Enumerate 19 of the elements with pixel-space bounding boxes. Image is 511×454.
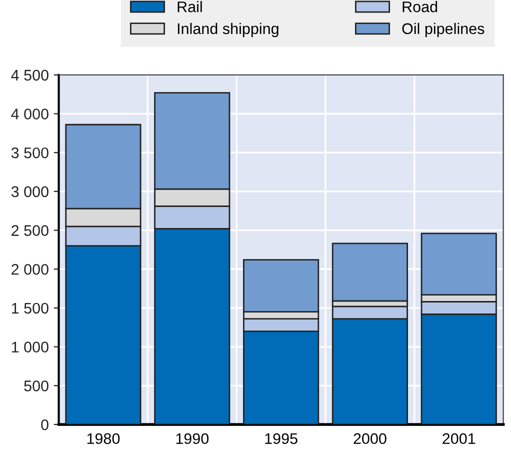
x-tick-label: 1995 bbox=[265, 433, 298, 444]
y-tick-label: 4 500 bbox=[11, 70, 48, 81]
y-tick-label: 1 000 bbox=[12, 342, 48, 352]
y-tick-label: 3 500 bbox=[11, 147, 48, 158]
y-tick-label: 4 000 bbox=[11, 108, 48, 120]
y-tick-label: 500 bbox=[24, 380, 48, 392]
x-tick-label: 2000 bbox=[354, 433, 386, 444]
x-tick-label: 1990 bbox=[176, 433, 209, 444]
x-tick-label: 1980 bbox=[87, 433, 120, 444]
y-tick-label: 2 500 bbox=[12, 225, 48, 236]
legend-label: Inland shipping bbox=[178, 22, 278, 38]
y-tick-label: 3 000 bbox=[11, 186, 48, 198]
legend-label: Road bbox=[402, 1, 438, 12]
y-tick-label: 1 500 bbox=[12, 302, 48, 314]
legend-label: Rail bbox=[178, 1, 202, 12]
x-tick-label: 2001 bbox=[442, 433, 476, 444]
y-tick-label: 0 bbox=[41, 419, 48, 430]
y-tick-label: 2 000 bbox=[12, 264, 48, 275]
legend-label: Oil pipelines bbox=[402, 22, 484, 38]
